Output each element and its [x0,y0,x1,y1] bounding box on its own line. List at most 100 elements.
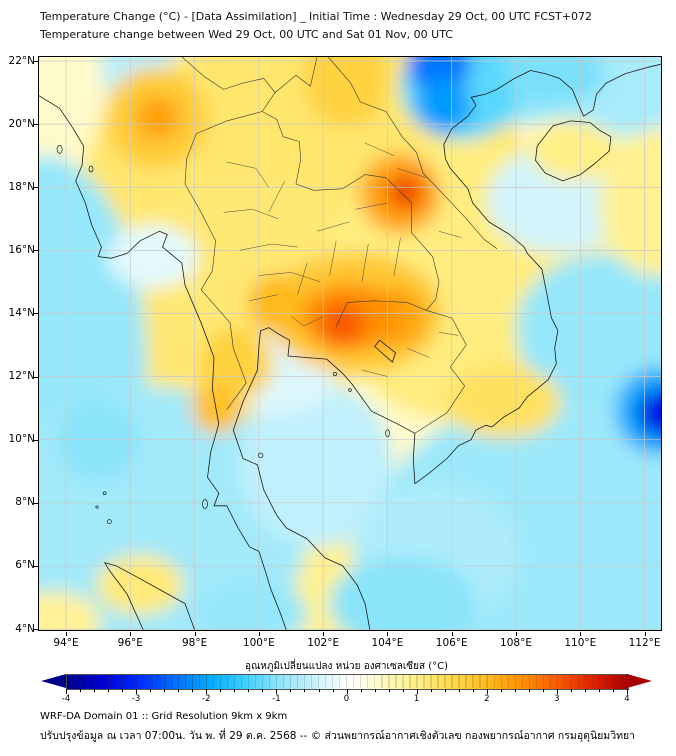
tonle-sap-lake [374,339,396,363]
lon-tick-mark [66,632,67,636]
lat-tick-mark [33,565,38,567]
lon-tick-label: 104°E [371,637,404,649]
colorbar-minor-tick [570,689,572,692]
colorbar: -4 -3 -2 -1 0 1 2 3 4 [41,674,652,706]
colorbar-minor-tick [472,689,474,692]
colorbar-minor-tick [613,689,614,692]
colorbar-tick-label: 1 [413,694,420,704]
anomaly-blob [516,253,661,405]
colorbar-minor-tick [332,689,334,692]
map-canvas [39,57,661,630]
lat-tick-label: 14°N [8,306,35,319]
country-borders [181,57,498,434]
colorbar-major-tick [276,689,278,694]
lat-tick-label: 8°N [15,496,35,509]
anomaly-blob [239,382,394,548]
colorbar-tick-label: -2 [202,694,211,704]
colorbar-minor-tick [388,689,390,692]
lat-tick-mark [33,250,38,252]
lon-tick-label: 94°E [53,637,79,649]
coastlines [39,63,661,630]
colorbar-major-tick [66,689,67,694]
colorbar-minor-tick [262,689,264,692]
colorbar-major-tick [486,689,488,694]
colorbar-minor-tick [248,689,250,692]
lon-tick-mark [516,632,518,636]
colorbar-minor-tick [150,689,152,692]
lat-tick-label: 12°N [8,370,35,383]
anomaly-blob [197,578,307,630]
anomaly-blob [530,120,618,181]
sumatra-coast [104,562,196,630]
colorbar-major-tick [346,689,348,694]
lon-tick-label: 96°E [117,637,143,649]
province-borders [223,142,462,377]
lon-tick-label: 108°E [500,637,532,649]
map-title: Temperature Change (°C) - [Data Assimila… [40,10,592,23]
lon-tick-label: 102°E [307,637,340,649]
lat-tick-mark [33,124,38,126]
colorbar-major-tick [627,689,628,694]
colorbar-minor-tick [458,689,460,692]
colorbar-minor-tick [444,689,446,692]
lat-tick-label: 20°N [8,117,35,130]
colorbar-minor-tick [528,689,530,692]
lon-tick-mark [644,632,646,636]
anomaly-blob [96,554,184,615]
colorbar-tick-label: -3 [131,694,141,704]
lon-tick-label: 112°E [628,637,661,649]
lat-tick-mark [33,313,38,315]
colorbar-minor-tick [430,689,432,692]
lat-tick-mark [33,439,38,441]
colorbar-minor-tick [290,689,292,692]
colorbar-minor-tick [402,689,404,692]
anomaly-blob [247,274,309,334]
colorbar-tick-label: 4 [624,694,630,704]
colorbar-minor-tick [599,689,600,692]
anomaly-blob [199,327,274,401]
colorbar-major-tick [206,689,208,694]
colorbar-minor-tick [360,689,362,692]
anomaly-blob [319,302,365,347]
anomaly-blob [135,95,181,140]
colorbar-minor-tick [80,689,81,692]
colorbar-minor-tick [234,689,236,692]
lat-tick-mark [33,187,38,189]
colorbar-minor-tick [584,689,586,692]
lon-tick-mark [323,632,325,636]
colorbar-minor-tick [108,689,110,692]
anomaly-blob [599,130,661,276]
colorbar-minor-tick [220,689,222,692]
colorbar-minor-tick [122,689,124,692]
colorbar-major-tick [136,689,138,694]
lat-tick-mark [33,61,38,62]
colorbar-title: อุณหภูมิเปลี่ยนแปลง หน่วย องศาเซลเซียส (… [244,661,449,672]
colorbar-major-tick [416,689,418,694]
anomaly-blob [191,382,243,434]
colorbar-tick-label: 0 [343,694,350,704]
colorbar-major-tick [556,689,558,694]
lon-tick-label: 98°E [181,637,208,649]
lat-tick-label: 10°N [8,433,35,446]
colorbar-tick-label: -4 [61,694,71,704]
colorbar-minor-tick [164,689,166,692]
anomaly-blob [303,57,388,128]
anomaly-blob [638,389,661,437]
colorbar-minor-tick [542,689,544,692]
hainan-island [535,120,612,182]
map-subtitle: Temperature change between Wed 29 Oct, 0… [40,28,453,41]
lon-tick-label: 110°E [564,637,597,649]
lon-tick-mark [451,632,453,636]
lon-tick-mark [130,632,132,636]
lat-tick-label: 6°N [15,559,35,572]
lat-tick-mark [33,376,38,378]
temperature-field [39,57,661,630]
colorbar-minor-tick [94,689,96,692]
small-islands [56,145,390,524]
colorbar-tick-label: 3 [554,694,560,704]
mainland-coast [39,95,287,630]
lat-tick-label: 18°N [8,180,35,193]
colorbar-minor-tick [374,689,376,692]
header: Temperature Change (°C) - [Data Assimila… [40,8,592,44]
